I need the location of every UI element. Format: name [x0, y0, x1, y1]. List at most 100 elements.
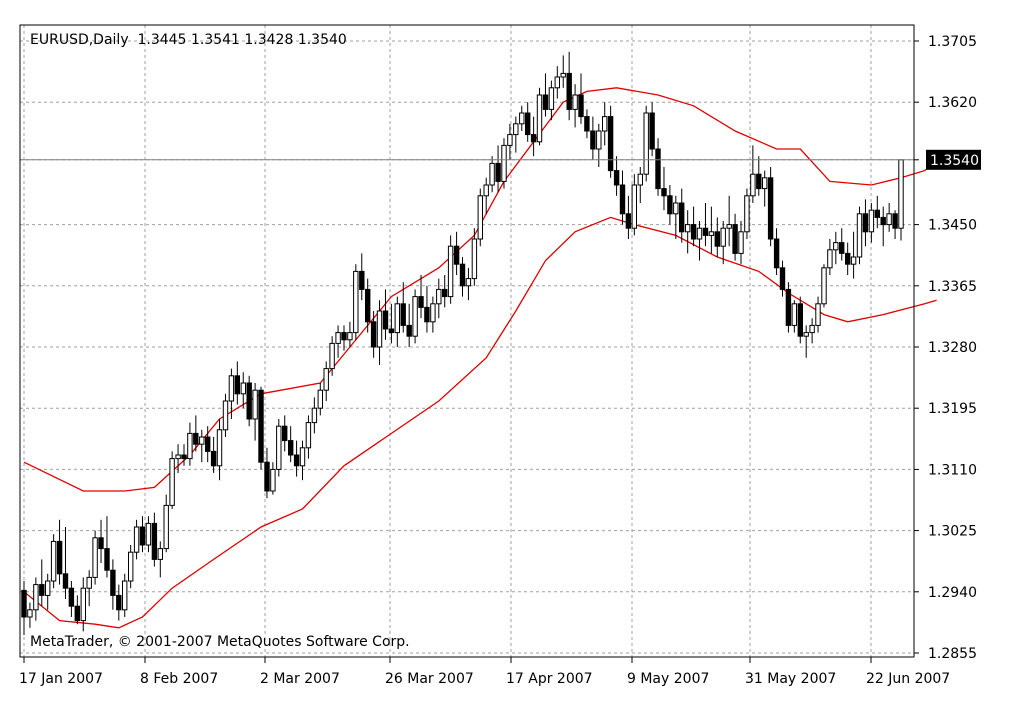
candle [305, 415, 312, 459]
candle-body [785, 288, 792, 326]
candle-body [412, 296, 418, 337]
candle [655, 138, 661, 196]
candle-body [205, 436, 211, 452]
candle-body [447, 245, 454, 298]
candle-body [122, 580, 128, 611]
candle-body [305, 422, 312, 449]
candle [637, 167, 643, 203]
candle-body [365, 288, 371, 323]
candle-body [293, 454, 300, 467]
watermark: MetaTrader, © 2001-2007 MetaQuotes Softw… [30, 634, 410, 650]
candle-body [596, 130, 602, 150]
candle [68, 581, 75, 617]
candle-body [68, 587, 75, 607]
candle [388, 303, 395, 344]
y-tick-label: 1.3025 [928, 524, 977, 540]
candle-body [874, 209, 880, 218]
candle [193, 415, 199, 452]
candle [661, 167, 667, 211]
candle-body [104, 548, 110, 571]
candle-body [880, 216, 886, 226]
candle [607, 105, 614, 178]
candle [886, 203, 892, 232]
candle [762, 170, 768, 207]
candle-body [649, 112, 655, 150]
candle-body [637, 173, 643, 186]
candle-body [418, 296, 424, 308]
candle [815, 296, 821, 333]
x-tick-label: 26 Mar 2007 [385, 671, 474, 687]
current-price-tag: 1.3540 [926, 149, 981, 170]
candle [270, 462, 276, 495]
candle-body [181, 454, 187, 460]
candle [210, 437, 217, 473]
candle [436, 278, 442, 319]
candle [347, 321, 353, 347]
candle-body [299, 447, 306, 467]
candle [21, 581, 27, 635]
bollinger-lower-line [23, 216, 937, 629]
candle-body [335, 332, 341, 344]
candle [839, 228, 845, 261]
candle [92, 530, 98, 585]
candle-body [726, 224, 732, 229]
candle [365, 278, 371, 333]
candle [163, 494, 169, 553]
candle-body [762, 177, 768, 190]
candle [738, 221, 744, 265]
candle [335, 325, 341, 358]
candle [827, 239, 833, 275]
candle [750, 145, 756, 203]
candle-body [424, 306, 430, 323]
candle [216, 419, 223, 481]
candle-body [151, 522, 158, 560]
candle [376, 300, 383, 365]
candle-body [442, 288, 448, 298]
candle-body [821, 267, 827, 305]
x-tick-label: 9 May 2007 [627, 671, 709, 687]
candle-body [116, 594, 122, 611]
candle-body [62, 573, 69, 589]
candle [708, 206, 715, 254]
candle-body [376, 310, 383, 348]
candle [317, 383, 324, 416]
candle [169, 451, 175, 509]
candle-body [282, 425, 288, 442]
candle-body [175, 454, 181, 460]
candle [459, 257, 466, 297]
candle-body [193, 432, 199, 445]
candle-body [548, 87, 555, 110]
candle-body [234, 375, 241, 395]
candle [613, 156, 620, 196]
candle-body [246, 382, 252, 420]
candle [56, 519, 63, 585]
candle-body [566, 72, 572, 110]
candle [845, 242, 851, 275]
candle-body [489, 162, 495, 186]
candle-body [732, 224, 738, 254]
y-tick-label: 1.3365 [928, 279, 977, 295]
candle [726, 195, 732, 247]
candle [98, 519, 104, 563]
candle-body [827, 249, 833, 269]
candle-body [359, 270, 365, 290]
candle-body [744, 195, 750, 233]
candle [258, 386, 264, 470]
candle [122, 573, 128, 617]
candle [50, 534, 57, 589]
candle-body [809, 324, 815, 334]
candle [139, 516, 146, 553]
candle [80, 577, 86, 632]
candle-body [815, 303, 821, 326]
candle [525, 102, 531, 142]
candle [483, 177, 489, 214]
candle [602, 102, 608, 146]
candle-body [258, 389, 264, 463]
candle-body [714, 231, 720, 247]
plot-frame [19, 24, 915, 658]
candle-body [560, 72, 566, 78]
candle-body [898, 159, 904, 229]
candle-body [602, 116, 608, 132]
candle-body [519, 112, 525, 125]
candle [862, 199, 869, 247]
